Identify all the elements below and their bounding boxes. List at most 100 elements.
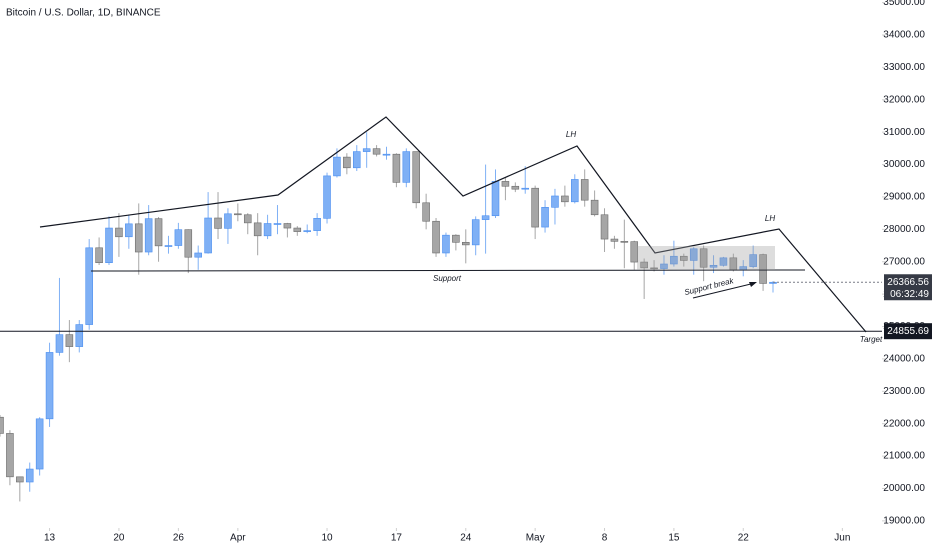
y-tick-label: 27000.00 <box>883 256 925 267</box>
candle-body <box>35 418 44 470</box>
x-tick-label: Apr <box>230 533 246 544</box>
candle-body <box>6 433 14 478</box>
candle-body <box>263 223 272 237</box>
candle-body <box>670 255 678 265</box>
candle-body <box>749 254 757 267</box>
candle-body <box>551 195 559 208</box>
candle-body <box>224 213 232 229</box>
candle-body <box>164 245 173 247</box>
candle-body <box>273 223 282 225</box>
y-tick-label: 29000.00 <box>883 192 925 203</box>
candle-body <box>491 181 500 217</box>
y-tick-label: 22000.00 <box>883 418 925 429</box>
y-tick-label: 30000.00 <box>883 159 925 170</box>
candle-body <box>432 220 440 254</box>
annotation: LH <box>566 130 576 139</box>
candle-body <box>580 179 589 201</box>
price-tag <box>884 274 932 301</box>
y-tick-label: 24000.00 <box>883 354 925 365</box>
candle-body <box>243 214 252 224</box>
candle-body <box>759 254 767 284</box>
pattern-line <box>39 116 867 333</box>
x-tick-label: 17 <box>391 533 403 544</box>
candle-body <box>204 217 212 254</box>
candle-body <box>194 252 202 258</box>
candle-body <box>620 241 629 243</box>
candle-body <box>412 151 420 204</box>
y-tick-label: 31000.00 <box>883 127 925 138</box>
candle-body <box>382 153 391 156</box>
candle-body <box>471 219 480 246</box>
candle-body <box>511 185 520 190</box>
candle-body <box>680 255 688 261</box>
x-tick-label: 22 <box>738 533 750 544</box>
candle-body <box>144 218 153 253</box>
support-line <box>90 269 806 272</box>
x-tick-label: Jun <box>834 533 850 544</box>
last-price-label: 26366.56 <box>887 277 929 288</box>
candle-body <box>105 227 113 264</box>
candle-body <box>55 334 64 353</box>
candle-body <box>134 223 143 253</box>
target-price-label: 24855.69 <box>887 326 929 337</box>
x-tick-label: 8 <box>602 533 608 544</box>
x-tick-label: 26 <box>173 533 185 544</box>
candle-body <box>422 202 430 222</box>
annotation: Target <box>860 335 883 344</box>
y-tick-label: 21000.00 <box>883 451 925 462</box>
candle-body <box>352 151 361 169</box>
candle-body <box>234 213 242 216</box>
y-tick-label: 23000.00 <box>883 386 925 397</box>
candle-body <box>75 324 84 347</box>
candle-body <box>561 195 569 203</box>
candle-body <box>65 334 74 347</box>
candle-body <box>45 352 54 420</box>
candle-body <box>154 218 163 247</box>
candle-body <box>214 217 222 229</box>
candle-body <box>115 227 123 238</box>
candle-body <box>184 229 193 258</box>
candle-body <box>719 257 728 266</box>
y-tick-label: 28000.00 <box>883 224 925 235</box>
candle-body <box>343 156 351 169</box>
annotation: Support <box>433 274 462 283</box>
candle-body <box>590 199 599 216</box>
y-tick-label: 19000.00 <box>883 516 925 527</box>
candle-body <box>650 267 658 270</box>
y-tick-label: 20000.00 <box>883 483 925 494</box>
y-tick-label: 35000.00 <box>883 0 925 8</box>
candle-body <box>462 241 470 246</box>
candle-body <box>16 476 24 483</box>
candle-body <box>452 234 460 243</box>
arrow <box>692 282 756 299</box>
candle-body <box>303 230 311 232</box>
candle-body <box>541 207 549 228</box>
candle-body <box>333 156 341 177</box>
candle-body <box>372 148 381 155</box>
candle-body <box>699 248 708 268</box>
candle-body <box>571 179 579 203</box>
x-tick-label: 20 <box>113 533 125 544</box>
candle-body <box>501 181 510 187</box>
candle-body <box>253 222 262 237</box>
candle-body <box>640 261 648 269</box>
chart-title: Bitcoin / U.S. Dollar, 1D, BINANCE <box>6 8 161 19</box>
y-tick-label: 32000.00 <box>883 94 925 105</box>
candle-body <box>630 241 639 263</box>
candle-body <box>0 416 4 434</box>
candle-body <box>25 468 34 483</box>
y-tick-label: 33000.00 <box>883 62 925 73</box>
candle-body <box>125 223 133 238</box>
y-tick-label: 34000.00 <box>883 30 925 41</box>
candle-body <box>402 151 411 183</box>
countdown: 06:32:49 <box>890 289 929 300</box>
candle-body <box>174 229 183 246</box>
candle-body <box>85 247 93 325</box>
x-tick-label: 15 <box>668 533 680 544</box>
candle-body <box>481 215 490 220</box>
price-tag <box>884 323 932 340</box>
candle-body <box>709 264 718 268</box>
x-tick-label: May <box>526 533 545 544</box>
